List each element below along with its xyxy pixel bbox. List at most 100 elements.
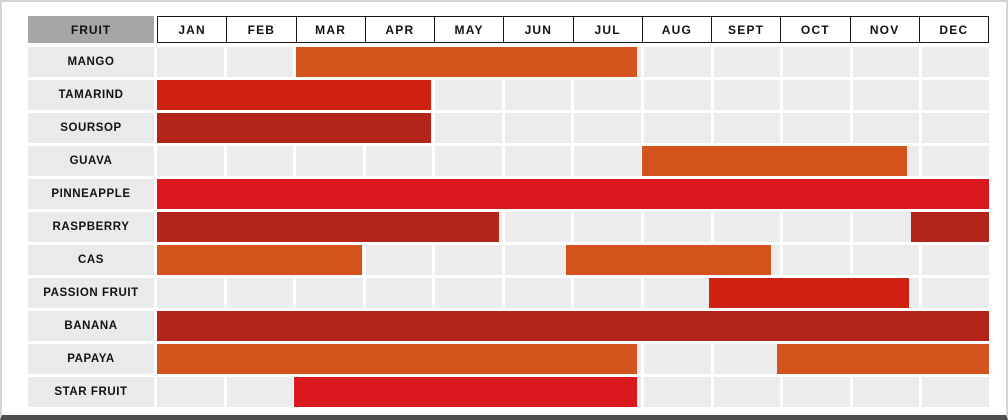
fruit-row-star-fruit: STAR FRUIT xyxy=(28,377,989,407)
month-cell-jul xyxy=(574,278,642,308)
month-cell-aug xyxy=(644,47,711,77)
month-cell-may xyxy=(435,278,502,308)
month-header-jan: JAN xyxy=(158,17,228,42)
month-cell-sept xyxy=(713,344,781,374)
month-cell-aug xyxy=(644,212,711,242)
fruit-row-banana: BANANA xyxy=(28,311,989,341)
months-track xyxy=(157,212,989,242)
month-header-nov: NOV xyxy=(851,17,920,42)
month-cell-dec xyxy=(922,278,989,308)
month-cell-may xyxy=(435,80,502,110)
season-bar-guava xyxy=(642,146,908,176)
fruit-row-papaya: PAPAYA xyxy=(28,344,989,374)
months-track xyxy=(157,311,989,341)
month-cell-jan xyxy=(157,377,224,407)
month-header-mar: MAR xyxy=(297,17,366,42)
month-cell-nov xyxy=(852,377,920,407)
month-cell-dec xyxy=(922,113,989,143)
season-bar-raspberry xyxy=(911,212,989,242)
months-track xyxy=(157,245,989,275)
chart-body: MANGO TAMARIND SOURSOP GUAVA PINNEAPPLE RASPB… xyxy=(28,47,989,407)
month-cell-feb xyxy=(226,377,294,407)
fruit-row-soursop: SOURSOP xyxy=(28,113,989,143)
month-cell-aug xyxy=(644,344,711,374)
month-cell-dec xyxy=(922,146,989,176)
month-cell-nov xyxy=(852,80,920,110)
month-cell-oct xyxy=(783,245,850,275)
month-cell-aug xyxy=(644,377,711,407)
season-bar-mango xyxy=(295,47,638,77)
header-row: FRUIT JAN FEB MAR APR MAY JUN JUL AUG SEPT OCT NOV… xyxy=(28,16,989,43)
month-cell-dec xyxy=(922,377,989,407)
months-track xyxy=(157,113,989,143)
season-bar-banana xyxy=(157,311,989,341)
month-cell-apr xyxy=(365,146,433,176)
month-header-dec: DEC xyxy=(939,22,969,37)
month-header-feb: FEB xyxy=(227,17,297,42)
fruit-label-banana: BANANA xyxy=(28,311,154,341)
fruit-label-cas: CAS xyxy=(28,245,154,275)
season-bar-papaya xyxy=(776,344,989,374)
season-bar-raspberry xyxy=(157,212,499,242)
month-cell-jun xyxy=(504,212,572,242)
month-cell-oct xyxy=(783,80,850,110)
months-track xyxy=(157,47,989,77)
fruit-label-star-fruit: STAR FRUIT xyxy=(28,377,154,407)
fruit-row-cas: CAS xyxy=(28,245,989,275)
month-cell-jun xyxy=(504,80,572,110)
season-bar-star-fruit xyxy=(293,377,638,407)
month-cell-mar xyxy=(296,278,363,308)
months-track xyxy=(157,80,989,110)
month-cell-sept xyxy=(713,377,781,407)
fruit-label-passion-fruit: PASSION FRUIT xyxy=(28,278,154,308)
season-bar-cas xyxy=(157,245,362,275)
month-cell-jun xyxy=(504,146,572,176)
month-cell-jan xyxy=(157,278,224,308)
fruit-row-guava: GUAVA xyxy=(28,146,989,176)
fruit-label-tamarind: TAMARIND xyxy=(28,80,154,110)
fruit-row-mango: MANGO xyxy=(28,47,989,77)
fruit-row-pinneapple: PINNEAPPLE xyxy=(28,179,989,209)
fruit-label-guava: GUAVA xyxy=(28,146,154,176)
month-cell-apr xyxy=(365,278,433,308)
months-track xyxy=(157,179,989,209)
season-bar-cas xyxy=(566,245,771,275)
month-cell-nov xyxy=(852,212,920,242)
month-cell-jul xyxy=(574,80,642,110)
month-header-apr: APR xyxy=(366,17,435,42)
month-header-aug: AUG xyxy=(643,17,712,42)
month-cell-jul xyxy=(574,113,642,143)
fruit-row-raspberry: RASPBERRY xyxy=(28,212,989,242)
season-bar-papaya xyxy=(157,344,638,374)
month-cell-sept xyxy=(713,80,781,110)
fruit-row-passion-fruit: PASSION FRUIT xyxy=(28,278,989,308)
season-bar-soursop xyxy=(157,113,431,143)
fruit-label-papaya: PAPAYA xyxy=(28,344,154,374)
month-cell-jun xyxy=(504,113,572,143)
month-cell-aug xyxy=(644,80,711,110)
month-cell-nov xyxy=(852,113,920,143)
fruit-label-soursop: SOURSOP xyxy=(28,113,154,143)
month-cell-sept xyxy=(713,47,781,77)
season-bar-pinneapple xyxy=(157,179,989,209)
month-cell-dec xyxy=(922,47,989,77)
month-cell-may xyxy=(435,113,502,143)
fruit-label-raspberry: RASPBERRY xyxy=(28,212,154,242)
month-cell-nov xyxy=(852,245,920,275)
month-cell-feb xyxy=(226,146,294,176)
month-cell-may xyxy=(435,146,502,176)
month-cell-feb xyxy=(226,47,294,77)
month-cell-oct xyxy=(783,47,850,77)
month-cell-feb xyxy=(226,278,294,308)
month-header-oct: OCT xyxy=(781,17,851,42)
fruit-label-pinneapple: PINNEAPPLE xyxy=(28,179,154,209)
months-track xyxy=(157,146,989,176)
month-header-jul: JUL xyxy=(574,17,643,42)
month-cell-dec xyxy=(922,245,989,275)
month-cell-sept xyxy=(713,113,781,143)
month-cell-jan xyxy=(157,146,224,176)
month-cell-sept xyxy=(713,212,781,242)
month-cell-jul xyxy=(574,146,642,176)
months-track xyxy=(157,278,989,308)
